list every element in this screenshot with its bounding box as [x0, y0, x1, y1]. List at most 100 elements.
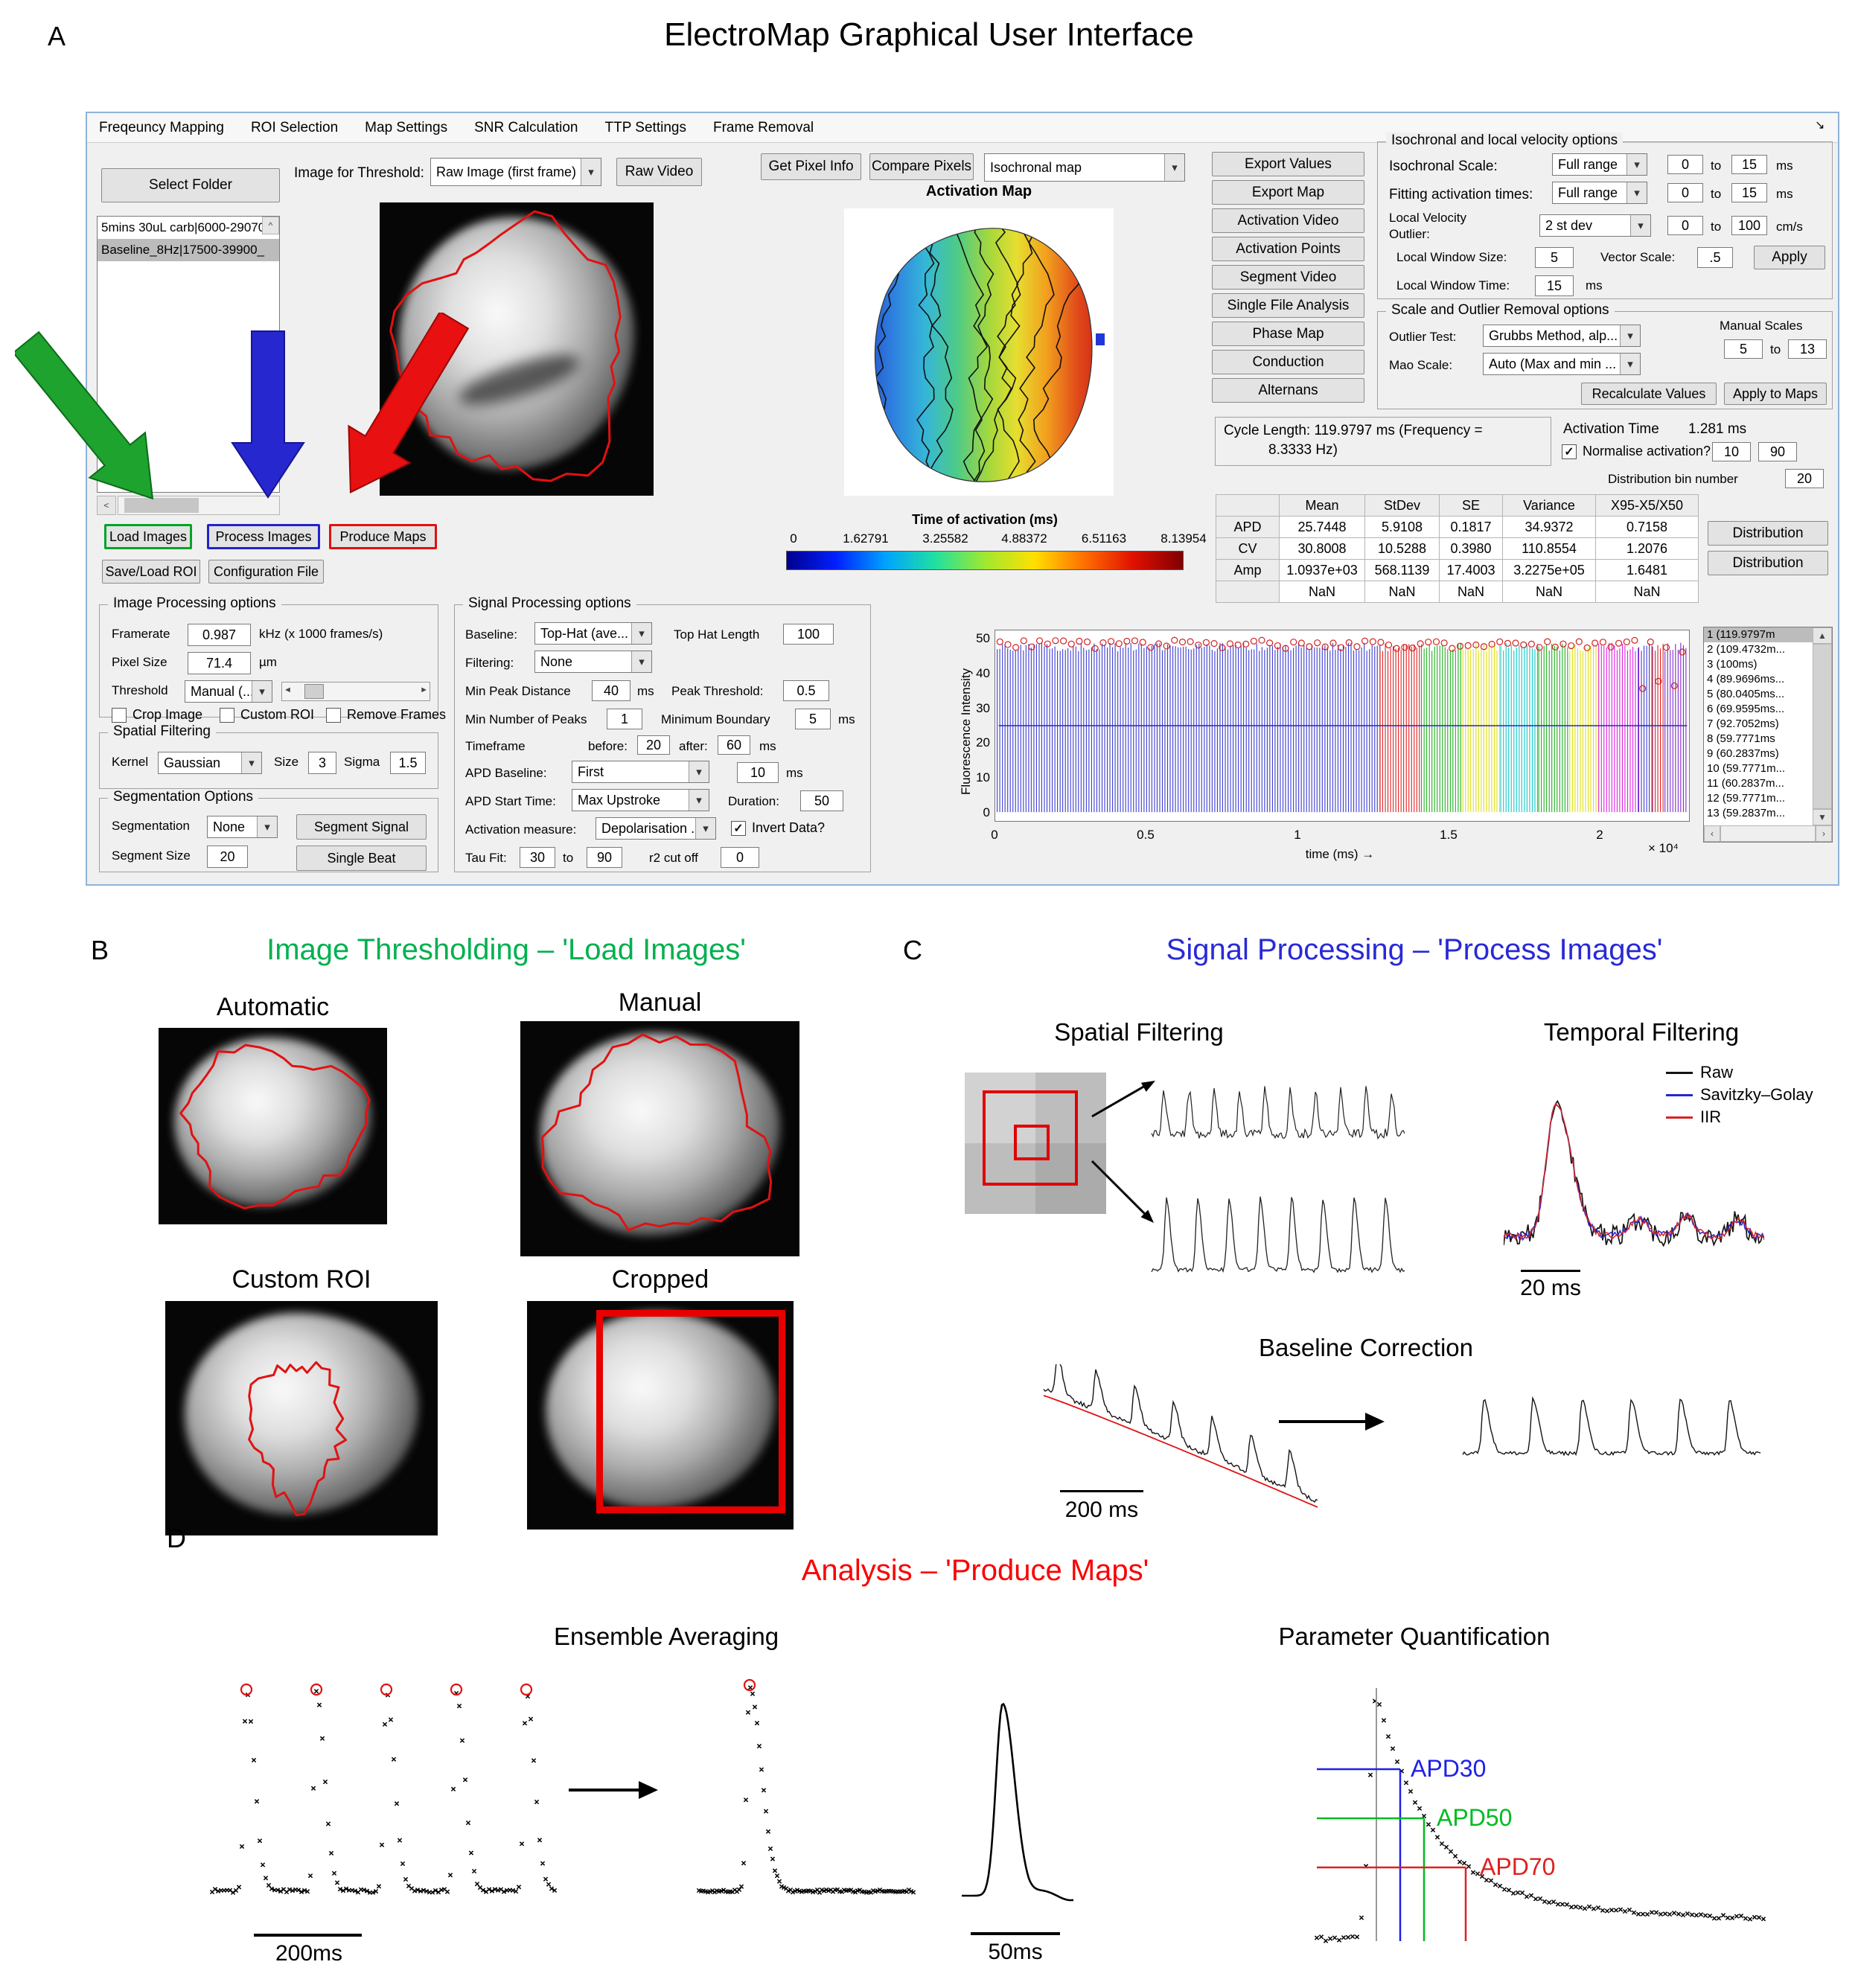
compare-pixels-button[interactable]: Compare Pixels: [869, 153, 974, 180]
fitting-to-field[interactable]: 15: [1731, 183, 1767, 202]
slider-right-arrow-icon[interactable]: ►: [420, 685, 428, 694]
peak-threshold-field[interactable]: 0.5: [783, 680, 829, 701]
segmentation-dropdown[interactable]: None: [207, 816, 278, 838]
crop-image-checkbox[interactable]: Crop Image: [112, 707, 202, 723]
file-list-hscrollbar[interactable]: [118, 496, 280, 515]
beat-list-item[interactable]: 9 (60.2837ms): [1707, 747, 1779, 760]
beat-list-item[interactable]: 13 (59.2837m...: [1707, 807, 1786, 819]
kernel-dropdown[interactable]: Gaussian: [158, 752, 262, 774]
threshold-slider[interactable]: ◄ ►: [281, 682, 430, 701]
beat-list-item[interactable]: 4 (89.9696ms...: [1707, 673, 1785, 685]
lv-outlier-dropdown[interactable]: 2 st dev: [1539, 214, 1651, 237]
baseline-dropdown[interactable]: Top-Hat (ave...: [534, 622, 652, 645]
segment-video-button[interactable]: Segment Video: [1212, 265, 1364, 290]
slider-thumb[interactable]: [304, 684, 324, 699]
distribution-button-2[interactable]: Distribution: [1708, 551, 1828, 575]
file-list-scroll-left-icon[interactable]: <: [97, 496, 116, 515]
checkbox-box[interactable]: [220, 707, 234, 723]
file-list-item[interactable]: 5mins 30uL carb|6000-29070: [101, 220, 266, 234]
activation-measure-dropdown[interactable]: Depolarisation ...: [596, 817, 716, 840]
fitting-from-field[interactable]: 0: [1667, 183, 1703, 202]
mao-scale-dropdown[interactable]: Auto (Max and min ...: [1483, 353, 1641, 375]
beat-list-scroll-up-icon[interactable]: ▲: [1813, 627, 1832, 644]
r2-cutoff-field[interactable]: 0: [721, 847, 759, 868]
checkbox-box[interactable]: [326, 707, 341, 723]
apd-baseline-ms-field[interactable]: 10: [737, 762, 779, 783]
slider-left-arrow-icon[interactable]: ◄: [284, 685, 292, 694]
checkbox-box[interactable]: [112, 707, 127, 723]
top-hat-length-field[interactable]: 100: [783, 624, 834, 645]
normalise-activation-checkbox[interactable]: ✓ Normalise activation?: [1562, 444, 1711, 459]
window-corner-icon[interactable]: ↘: [1815, 119, 1825, 132]
save-load-roi-button[interactable]: Save/Load ROI: [102, 560, 200, 584]
normalise-low-field[interactable]: 10: [1712, 442, 1751, 461]
isochronal-scale-dropdown[interactable]: Full range: [1552, 153, 1647, 176]
normalise-high-field[interactable]: 90: [1758, 442, 1797, 461]
size-field[interactable]: 3: [308, 752, 336, 774]
min-peak-distance-field[interactable]: 40: [592, 680, 630, 701]
select-folder-button[interactable]: Select Folder: [101, 168, 280, 202]
scroll-thumb[interactable]: [124, 498, 199, 513]
apply-button[interactable]: Apply: [1754, 246, 1825, 269]
checkbox-box[interactable]: ✓: [1562, 444, 1577, 459]
raw-video-button[interactable]: Raw Video: [616, 158, 702, 186]
isochronal-to-field[interactable]: 15: [1731, 155, 1767, 174]
manual-scale-from-field[interactable]: 5: [1724, 339, 1763, 359]
file-list-item[interactable]: Baseline_8Hz|17500-39900_: [98, 239, 279, 261]
after-field[interactable]: 60: [718, 735, 750, 755]
vector-scale-field[interactable]: .5: [1697, 247, 1733, 268]
fitting-dropdown[interactable]: Full range: [1552, 182, 1647, 204]
beat-list-item[interactable]: 8 (59.7771ms: [1707, 732, 1775, 745]
apply-to-maps-button[interactable]: Apply to Maps: [1724, 383, 1827, 405]
distribution-bin-field[interactable]: 20: [1785, 469, 1824, 488]
min-number-peaks-field[interactable]: 1: [607, 709, 642, 729]
export-map-button[interactable]: Export Map: [1212, 180, 1364, 205]
framerate-field[interactable]: 0.987: [188, 624, 251, 646]
conduction-button[interactable]: Conduction: [1212, 350, 1364, 374]
beat-list-scroll-right-icon[interactable]: ›: [1816, 825, 1832, 842]
segment-size-field[interactable]: 20: [207, 846, 248, 868]
duration-field[interactable]: 50: [800, 790, 843, 811]
activation-video-button[interactable]: Activation Video: [1212, 208, 1364, 233]
load-images-button[interactable]: Load Images: [104, 524, 192, 549]
beat-list-item[interactable]: 3 (100ms): [1707, 658, 1758, 671]
recalculate-values-button[interactable]: Recalculate Values: [1581, 383, 1717, 405]
lv-from-field[interactable]: 0: [1667, 216, 1703, 235]
apd-baseline-dropdown[interactable]: First: [572, 761, 709, 783]
beat-list-scroll-down-icon[interactable]: ▼: [1813, 809, 1832, 825]
export-values-button[interactable]: Export Values: [1212, 152, 1364, 176]
menu-map-settings[interactable]: Map Settings: [365, 119, 448, 135]
local-window-time-field[interactable]: 15: [1535, 275, 1574, 296]
manual-scale-to-field[interactable]: 13: [1788, 339, 1827, 359]
beat-list-item[interactable]: 1 (119.9797m: [1704, 627, 1813, 642]
get-pixel-info-button[interactable]: Get Pixel Info: [761, 153, 861, 180]
activation-points-button[interactable]: Activation Points: [1212, 237, 1364, 261]
beat-list-item[interactable]: 6 (69.9595ms...: [1707, 703, 1785, 715]
beat-list-item[interactable]: 11 (60.2837m...: [1707, 777, 1784, 790]
local-window-size-field[interactable]: 5: [1535, 247, 1574, 268]
beat-list-item[interactable]: 10 (59.7771m...: [1707, 762, 1786, 775]
alternans-button[interactable]: Alternans: [1212, 378, 1364, 403]
custom-roi-checkbox[interactable]: Custom ROI: [220, 707, 314, 723]
beat-list[interactable]: 1 (119.9797m 2 (109.4732m... 3 (100ms) 4…: [1703, 627, 1833, 843]
checkbox-box[interactable]: ✓: [731, 820, 746, 836]
map-type-dropdown[interactable]: Isochronal map: [984, 153, 1185, 182]
menu-roi-selection[interactable]: ROI Selection: [250, 119, 339, 135]
invert-data-checkbox[interactable]: ✓ Invert Data?: [731, 820, 825, 836]
beat-list-scroll-left-icon[interactable]: ‹: [1704, 825, 1720, 842]
isochronal-from-field[interactable]: 0: [1667, 155, 1703, 174]
menu-snr-calculation[interactable]: SNR Calculation: [474, 119, 578, 135]
remove-frames-checkbox[interactable]: Remove Frames: [326, 707, 446, 723]
menu-ttp-settings[interactable]: TTP Settings: [604, 119, 686, 135]
beat-list-item[interactable]: 5 (80.0405ms...: [1707, 688, 1785, 700]
sigma-field[interactable]: 1.5: [390, 752, 426, 774]
phase-map-button[interactable]: Phase Map: [1212, 322, 1364, 346]
beat-list-scrollbar[interactable]: [1813, 644, 1832, 809]
image-for-threshold-dropdown[interactable]: Raw Image (first frame): [430, 158, 601, 186]
tau-from-field[interactable]: 30: [520, 847, 555, 868]
tau-to-field[interactable]: 90: [587, 847, 622, 868]
configuration-file-button[interactable]: Configuration File: [208, 560, 324, 584]
process-images-button[interactable]: Process Images: [207, 524, 320, 549]
file-list-scroll-up-icon[interactable]: ^: [262, 217, 279, 234]
apd-start-time-dropdown[interactable]: Max Upstroke: [572, 789, 709, 811]
